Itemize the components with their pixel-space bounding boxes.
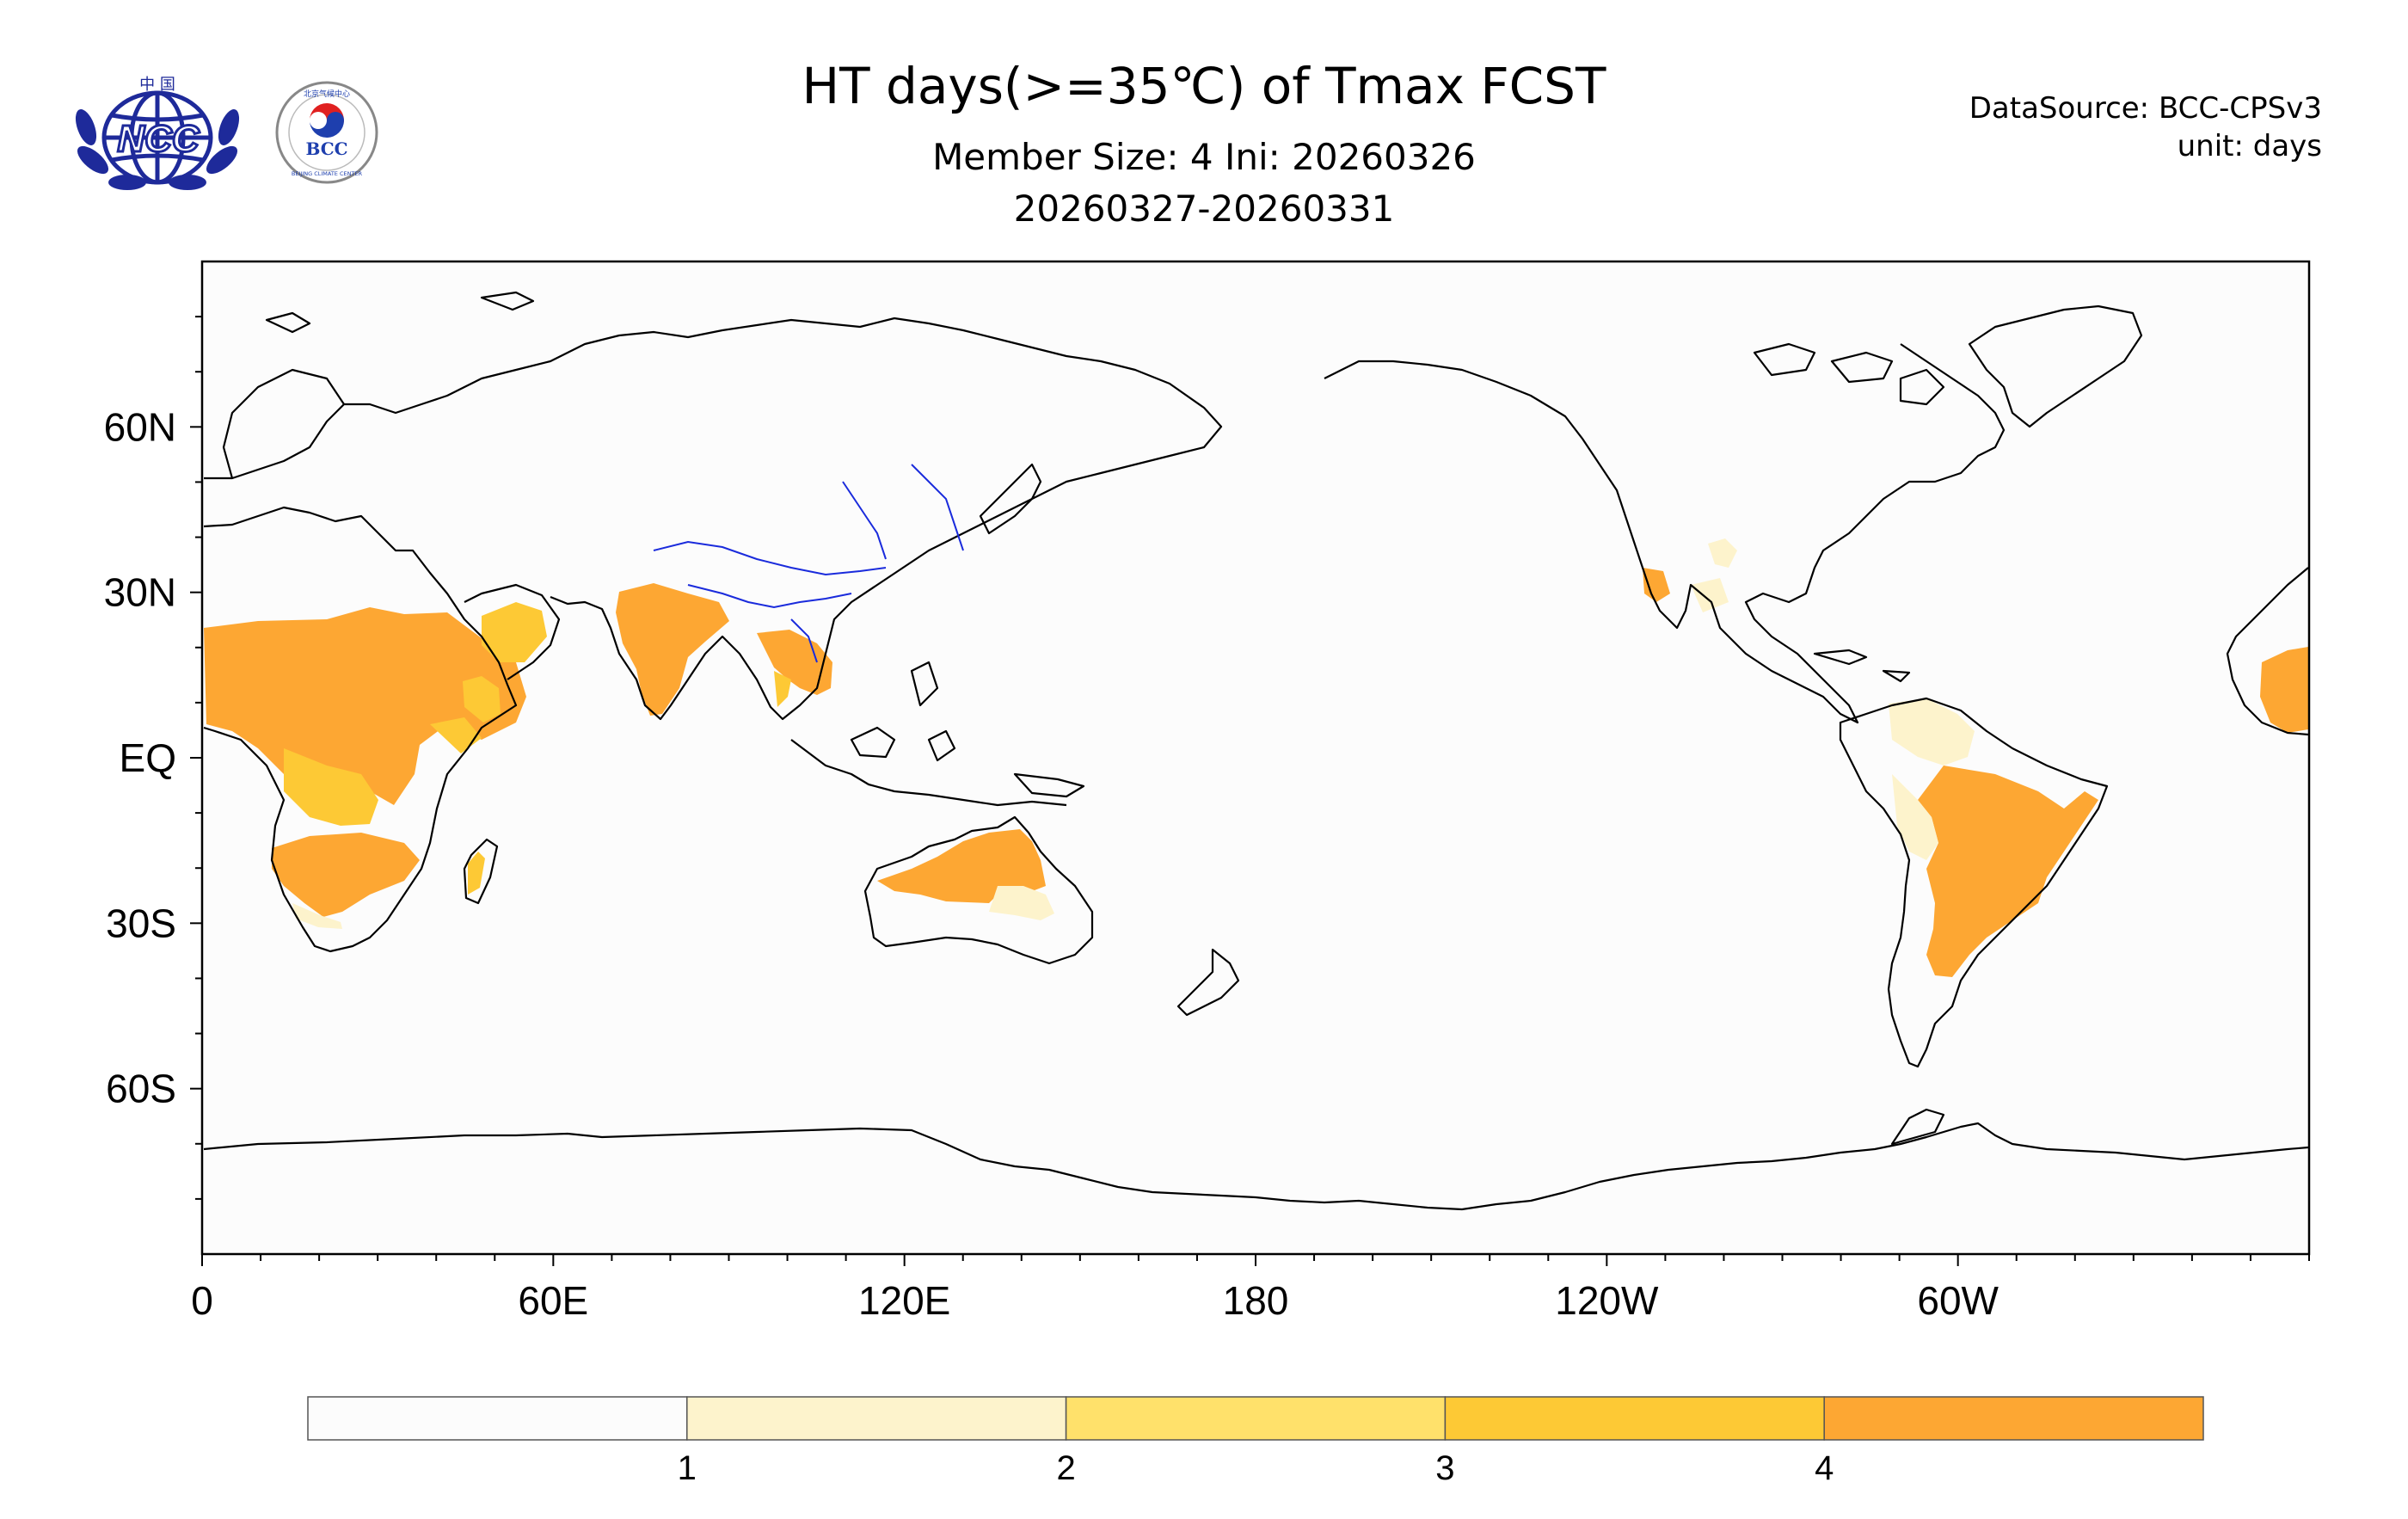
lon-tick-label: 120E [858, 1278, 950, 1323]
shade-horn [463, 676, 501, 723]
shade-australia-light [989, 886, 1054, 920]
colorbar-swatch [1823, 1396, 2204, 1441]
colorbar-label: 2 [1056, 1449, 1075, 1487]
svg-text:BEIJING CLIMATE CENTER: BEIJING CLIMATE CENTER [292, 170, 363, 177]
chart-subtitle: Member Size: 4 Ini: 20260326 [932, 136, 1476, 178]
axis-ticks: 0 60E 120E 180 120W 60W 60N 30N EQ 30S 60S [104, 316, 2310, 1323]
data-source: DataSource: BCC-CPSv3 [1969, 91, 2322, 126]
lon-tick-label: 60E [518, 1278, 588, 1323]
lat-tick-label: 30N [104, 570, 176, 615]
lon-tick-label: 120W [1555, 1278, 1659, 1323]
chart-title: HT days(>=35℃) of Tmax FCST [802, 57, 1606, 115]
unit-label: unit: days [2177, 129, 2322, 163]
heat-shading [204, 538, 2308, 977]
shade-africa-east [430, 717, 482, 753]
lon-tick-label: 180 [1223, 1278, 1289, 1323]
shade-indochina [757, 630, 832, 695]
lat-tick-label: EQ [120, 735, 176, 780]
coastlines [203, 291, 2309, 1211]
shade-arabia [482, 602, 547, 662]
colorbar-label: 3 [1435, 1449, 1454, 1487]
rivers [653, 464, 964, 663]
shade-us-southwest-light [1708, 538, 1737, 568]
shade-madagascar [468, 852, 485, 895]
colorbar-label: 4 [1815, 1449, 1834, 1487]
shade-brazil [1918, 766, 2098, 977]
colorbar: 1 2 3 4 [307, 1396, 2204, 1487]
shade-tx-light [1691, 578, 1729, 612]
shade-africa-congo [284, 748, 378, 826]
lat-tick-label: 60N [104, 404, 176, 449]
colorbar-swatch [1444, 1396, 1825, 1441]
lon-tick-label: 0 [191, 1278, 213, 1323]
svg-text:中 国: 中 国 [139, 76, 175, 94]
forecast-period: 20260327-20260331 [1013, 188, 1395, 230]
shade-sa-west-light [1892, 774, 1938, 860]
lon-tick-label: 60W [1917, 1278, 1999, 1323]
svg-text:北京气候中心: 北京气候中心 [304, 89, 350, 99]
svg-text:BCC: BCC [305, 138, 347, 159]
colorbar-label: 1 [678, 1449, 697, 1487]
shade-sa-north-light [1889, 698, 1975, 766]
shade-peninsula [774, 671, 791, 707]
shade-india [616, 583, 729, 716]
colorbar-swatch [686, 1396, 1067, 1441]
shade-west-africa-east [2260, 647, 2308, 733]
svg-text:NCC: NCC [117, 118, 200, 160]
ncc-logo: 中 国 NCC [75, 76, 240, 190]
shade-mexico [1643, 568, 1670, 602]
shade-southern-africa [272, 833, 420, 917]
colorbar-swatch [307, 1396, 688, 1441]
colorbar-swatch [1065, 1396, 1447, 1441]
lat-tick-label: 30S [106, 901, 176, 945]
bcc-logo: BCC 北京气候中心 BEIJING CLIMATE CENTER [275, 81, 378, 184]
lat-tick-label: 60S [106, 1067, 176, 1111]
shade-southern-africa-light [292, 903, 342, 929]
shade-australia [877, 829, 1046, 903]
